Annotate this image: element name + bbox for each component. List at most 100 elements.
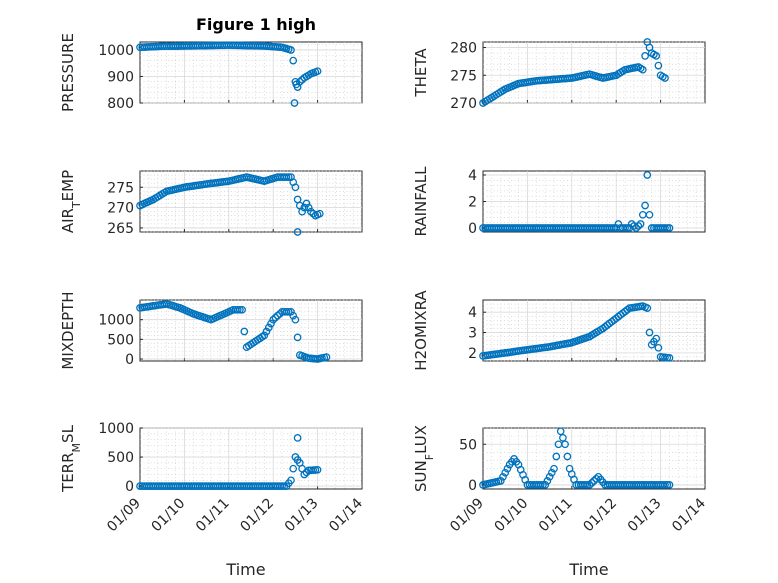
data-point: [663, 481, 672, 489]
data-point: [630, 222, 638, 230]
y-tick-label: 1000: [98, 43, 134, 59]
data-point: [614, 220, 623, 228]
data-point: [238, 305, 246, 314]
x-tick-label: 01/14: [669, 495, 709, 535]
data-point: [304, 203, 313, 212]
data-point: [638, 65, 647, 74]
data-point: [292, 80, 301, 89]
data-point: [302, 468, 311, 477]
data-point: [240, 327, 249, 336]
data-point: [545, 472, 554, 481]
data-point: [663, 224, 672, 232]
data-point: [585, 481, 594, 489]
x-tick-label: 01/13: [625, 495, 665, 535]
data-point: [556, 427, 565, 436]
data-point: [287, 476, 295, 485]
data-point: [287, 46, 295, 54]
data-point: [269, 315, 278, 324]
y-tick-label: 500: [107, 450, 134, 466]
data-point: [271, 313, 280, 322]
data-point: [643, 171, 652, 179]
y-axis-label: SUNFLUX: [412, 425, 436, 492]
data-point: [641, 201, 649, 210]
data-point: [641, 52, 649, 60]
data-point: [552, 452, 561, 461]
data-point: [284, 173, 293, 181]
y-tick-label: 4: [468, 168, 477, 184]
y-axis-label: RAINFALL: [412, 166, 430, 237]
data-point: [587, 479, 596, 487]
data-point: [313, 67, 322, 76]
panel-1: 800 900 1000 PRESSURE Figure 1 high: [59, 15, 363, 112]
data-point: [632, 224, 641, 232]
data-point: [665, 354, 674, 362]
data-point: [278, 482, 286, 490]
y-tick-label: 0: [125, 352, 134, 368]
data-point: [267, 319, 275, 328]
y-axis-label: AIRTEMP: [59, 170, 83, 233]
y-tick-label: 270: [107, 201, 134, 217]
x-axis-label: Time: [568, 560, 608, 579]
data-point: [607, 224, 616, 232]
data-point: [501, 468, 510, 477]
data-point: [262, 327, 271, 336]
data-point: [322, 353, 331, 361]
data-point: [289, 311, 298, 320]
x-tick-label: 01/09: [447, 495, 487, 535]
data-point: [634, 222, 643, 230]
y-tick-label: 265: [107, 221, 134, 237]
x-tick-label: 01/09: [104, 495, 144, 535]
data-point: [654, 343, 663, 352]
data-point: [298, 207, 306, 216]
x-tick-label: 01/11: [193, 495, 233, 535]
chart-title: Figure 1 high: [196, 15, 316, 34]
data-point: [284, 307, 293, 316]
x-tick-label: 01/13: [282, 495, 322, 535]
data-point: [273, 311, 282, 320]
data-point: [636, 220, 645, 228]
data-point: [661, 74, 669, 82]
data-point: [282, 307, 291, 316]
data-point: [300, 470, 309, 479]
data-point: [236, 305, 244, 314]
data-point: [496, 477, 505, 485]
y-tick-label: 270: [450, 96, 477, 112]
data-point: [260, 331, 269, 340]
data-point: [550, 464, 558, 473]
data-point: [307, 207, 315, 216]
data-point: [559, 433, 567, 442]
x-tick-label: 01/14: [326, 495, 366, 535]
y-tick-label: 800: [107, 96, 134, 112]
plot-area: [482, 427, 706, 490]
y-tick-label: 0: [468, 221, 477, 237]
data-point: [661, 481, 669, 489]
plot-area: [139, 41, 363, 104]
panel-5: 0 500 1000 MIXDEPTH: [59, 291, 363, 370]
data-point: [645, 210, 654, 219]
panel-7: 01/09 01/10 01/11 01/12 01/13 01/14 0 500 1000 TE…: [59, 421, 366, 579]
x-tick-label: 01/12: [580, 495, 620, 535]
y-tick-label: 1000: [98, 313, 134, 329]
data-point: [543, 477, 552, 485]
y-tick-label: 2: [468, 346, 477, 362]
y-tick-label: 4: [468, 305, 477, 321]
data-point: [287, 307, 295, 316]
data-point: [290, 99, 299, 107]
x-tick-label: 01/10: [492, 495, 532, 535]
data-point: [300, 203, 309, 212]
data-point: [499, 472, 507, 481]
panel-8: 01/09 01/10 01/11 01/12 01/13 01/14 0 50 SUNFLUX…: [412, 425, 709, 579]
data-point: [313, 465, 322, 474]
data-point: [293, 228, 302, 236]
data-point: [289, 56, 298, 65]
y-tick-label: 500: [107, 332, 134, 348]
data-point: [276, 309, 284, 318]
panel-2: 270 275 280 THETA: [412, 38, 706, 112]
data-point: [282, 173, 291, 181]
data-point: [289, 464, 298, 473]
data-point: [652, 334, 661, 343]
y-tick-label: 275: [450, 68, 477, 84]
data-point: [592, 474, 601, 483]
data-point: [291, 183, 300, 192]
